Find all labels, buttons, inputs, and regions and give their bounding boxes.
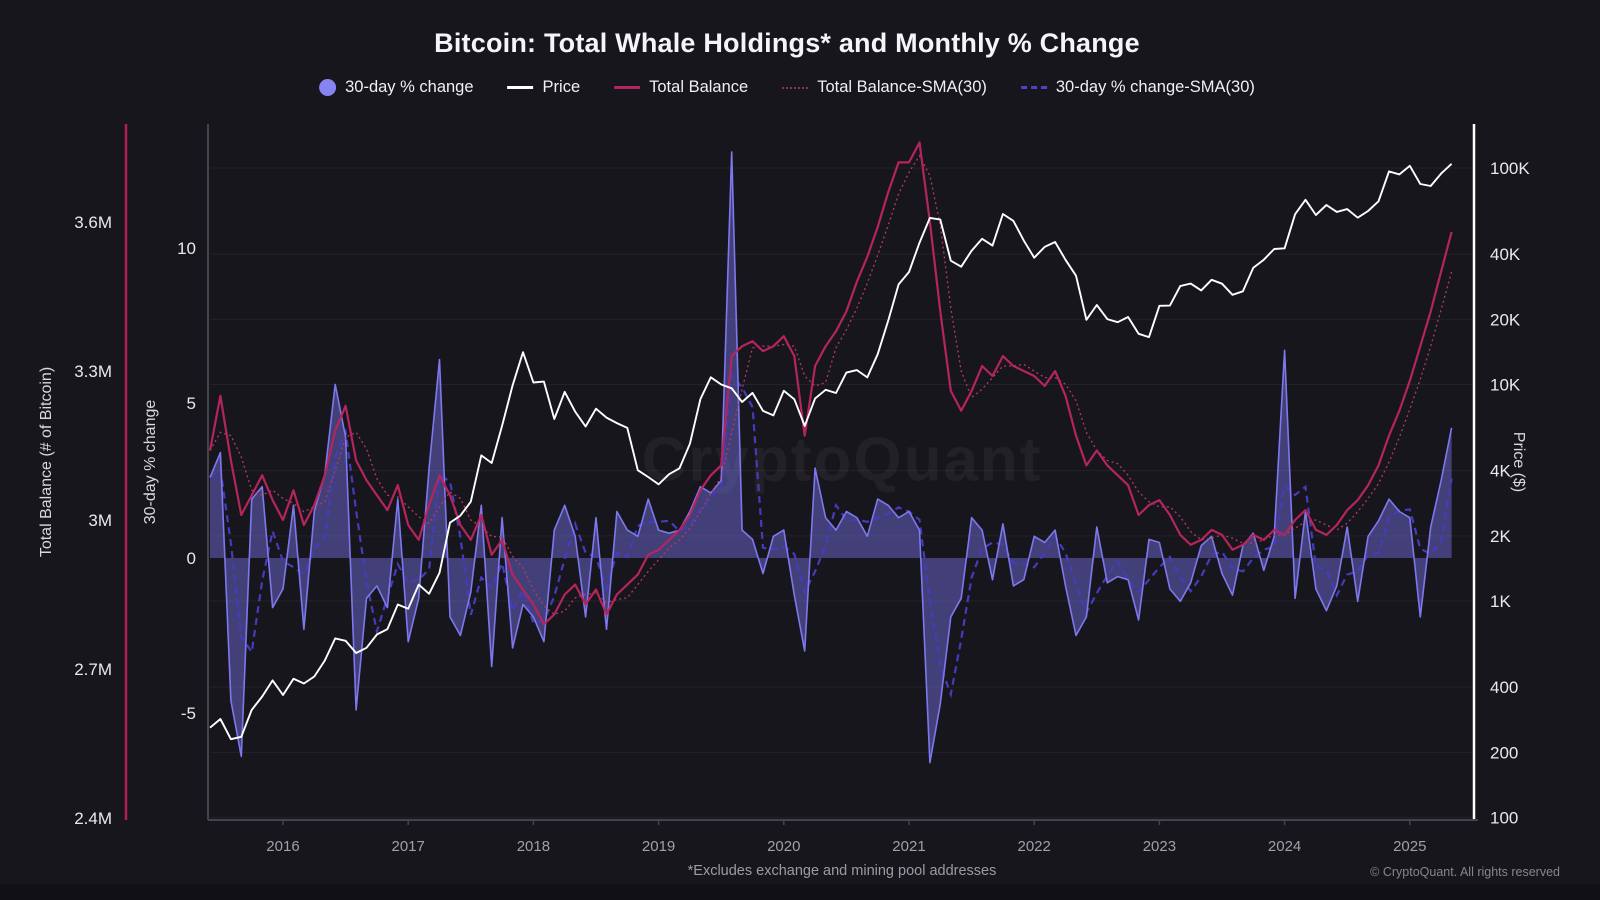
legend-item-30d-change[interactable]: 30-day % change bbox=[319, 78, 474, 97]
year-tick-label: 2017 bbox=[392, 838, 425, 855]
dashed-line-swatch-icon bbox=[1020, 86, 1047, 89]
legend-item-balance-sma[interactable]: Total Balance-SMA(30) bbox=[782, 78, 987, 97]
year-tick-label: 2023 bbox=[1143, 838, 1176, 855]
price-tick-label: 10K bbox=[1490, 376, 1521, 395]
pct-tick-label: -5 bbox=[181, 704, 196, 723]
balance-tick-label: 2.4M bbox=[74, 809, 112, 828]
legend-item-total-balance[interactable]: Total Balance bbox=[614, 78, 748, 97]
price-tick-label: 200 bbox=[1490, 743, 1518, 762]
legend: 30-day % change Price Total Balance Tota… bbox=[319, 78, 1255, 97]
pct-change-area bbox=[210, 151, 1452, 763]
legend-label: Total Balance bbox=[649, 78, 749, 96]
axis-title-price: Price ($) bbox=[1510, 431, 1527, 493]
price-tick-label: 40K bbox=[1490, 245, 1521, 264]
year-tick-label: 2016 bbox=[266, 838, 299, 855]
plot-area bbox=[209, 141, 1453, 764]
legend-label: 30-day % change-SMA(30) bbox=[1055, 78, 1255, 96]
bottom-strip bbox=[0, 884, 1600, 900]
total-balance-line bbox=[209, 141, 1453, 626]
copyright-text: © CryptoQuant. All rights reserved bbox=[1370, 865, 1560, 879]
legend-label: Price bbox=[542, 78, 581, 96]
axis-title-pct-change: 30-day % change bbox=[142, 399, 159, 525]
year-tick-label: 2020 bbox=[767, 838, 800, 855]
balance-tick-label: 3.3M bbox=[74, 362, 112, 381]
price-tick-label: 100K bbox=[1490, 159, 1530, 178]
dot-swatch-icon bbox=[319, 79, 337, 96]
line-swatch-icon bbox=[614, 86, 641, 89]
year-tick-label: 2019 bbox=[642, 838, 675, 855]
year-tick-label: 2021 bbox=[892, 838, 925, 855]
legend-label: Total Balance-SMA(30) bbox=[817, 78, 987, 96]
year-tick-label: 2022 bbox=[1018, 838, 1051, 855]
cryptoquant-watermark: CryptoQuant bbox=[641, 425, 1043, 495]
year-tick-label: 2025 bbox=[1393, 838, 1426, 855]
pct-tick-label: 5 bbox=[187, 394, 196, 413]
year-tick-label: 2024 bbox=[1268, 838, 1301, 855]
line-swatch-icon bbox=[507, 86, 534, 89]
price-tick-label: 4K bbox=[1490, 462, 1511, 481]
price-tick-label: 2K bbox=[1490, 527, 1511, 546]
price-tick-label: 20K bbox=[1490, 310, 1521, 329]
price-line bbox=[209, 163, 1453, 741]
axis-title-total-balance: Total Balance (# of Bitcoin) bbox=[38, 366, 55, 558]
gridlines bbox=[210, 167, 1474, 818]
pct-change-sma-line bbox=[209, 372, 1453, 699]
pct-change-line bbox=[209, 151, 1453, 764]
page-title: Bitcoin: Total Whale Holdings* and Month… bbox=[434, 28, 1140, 58]
balance-tick-label: 3.6M bbox=[74, 213, 112, 232]
year-tick-label: 2018 bbox=[517, 838, 550, 855]
legend-label: 30-day % change bbox=[345, 78, 474, 96]
chart-footnote: *Excludes exchange and mining pool addre… bbox=[687, 863, 997, 879]
legend-item-change-sma[interactable]: 30-day % change-SMA(30) bbox=[1020, 78, 1255, 97]
dotted-line-swatch-icon bbox=[782, 86, 809, 89]
price-tick-label: 400 bbox=[1490, 678, 1518, 697]
price-tick-label: 100 bbox=[1490, 809, 1518, 828]
price-tick-label: 1K bbox=[1490, 592, 1511, 611]
pct-tick-label: 10 bbox=[177, 239, 196, 258]
balance-tick-label: 3M bbox=[88, 511, 112, 530]
balance-tick-label: 2.7M bbox=[74, 660, 112, 679]
pct-tick-label: 0 bbox=[187, 549, 196, 568]
legend-item-price[interactable]: Price bbox=[507, 78, 581, 97]
